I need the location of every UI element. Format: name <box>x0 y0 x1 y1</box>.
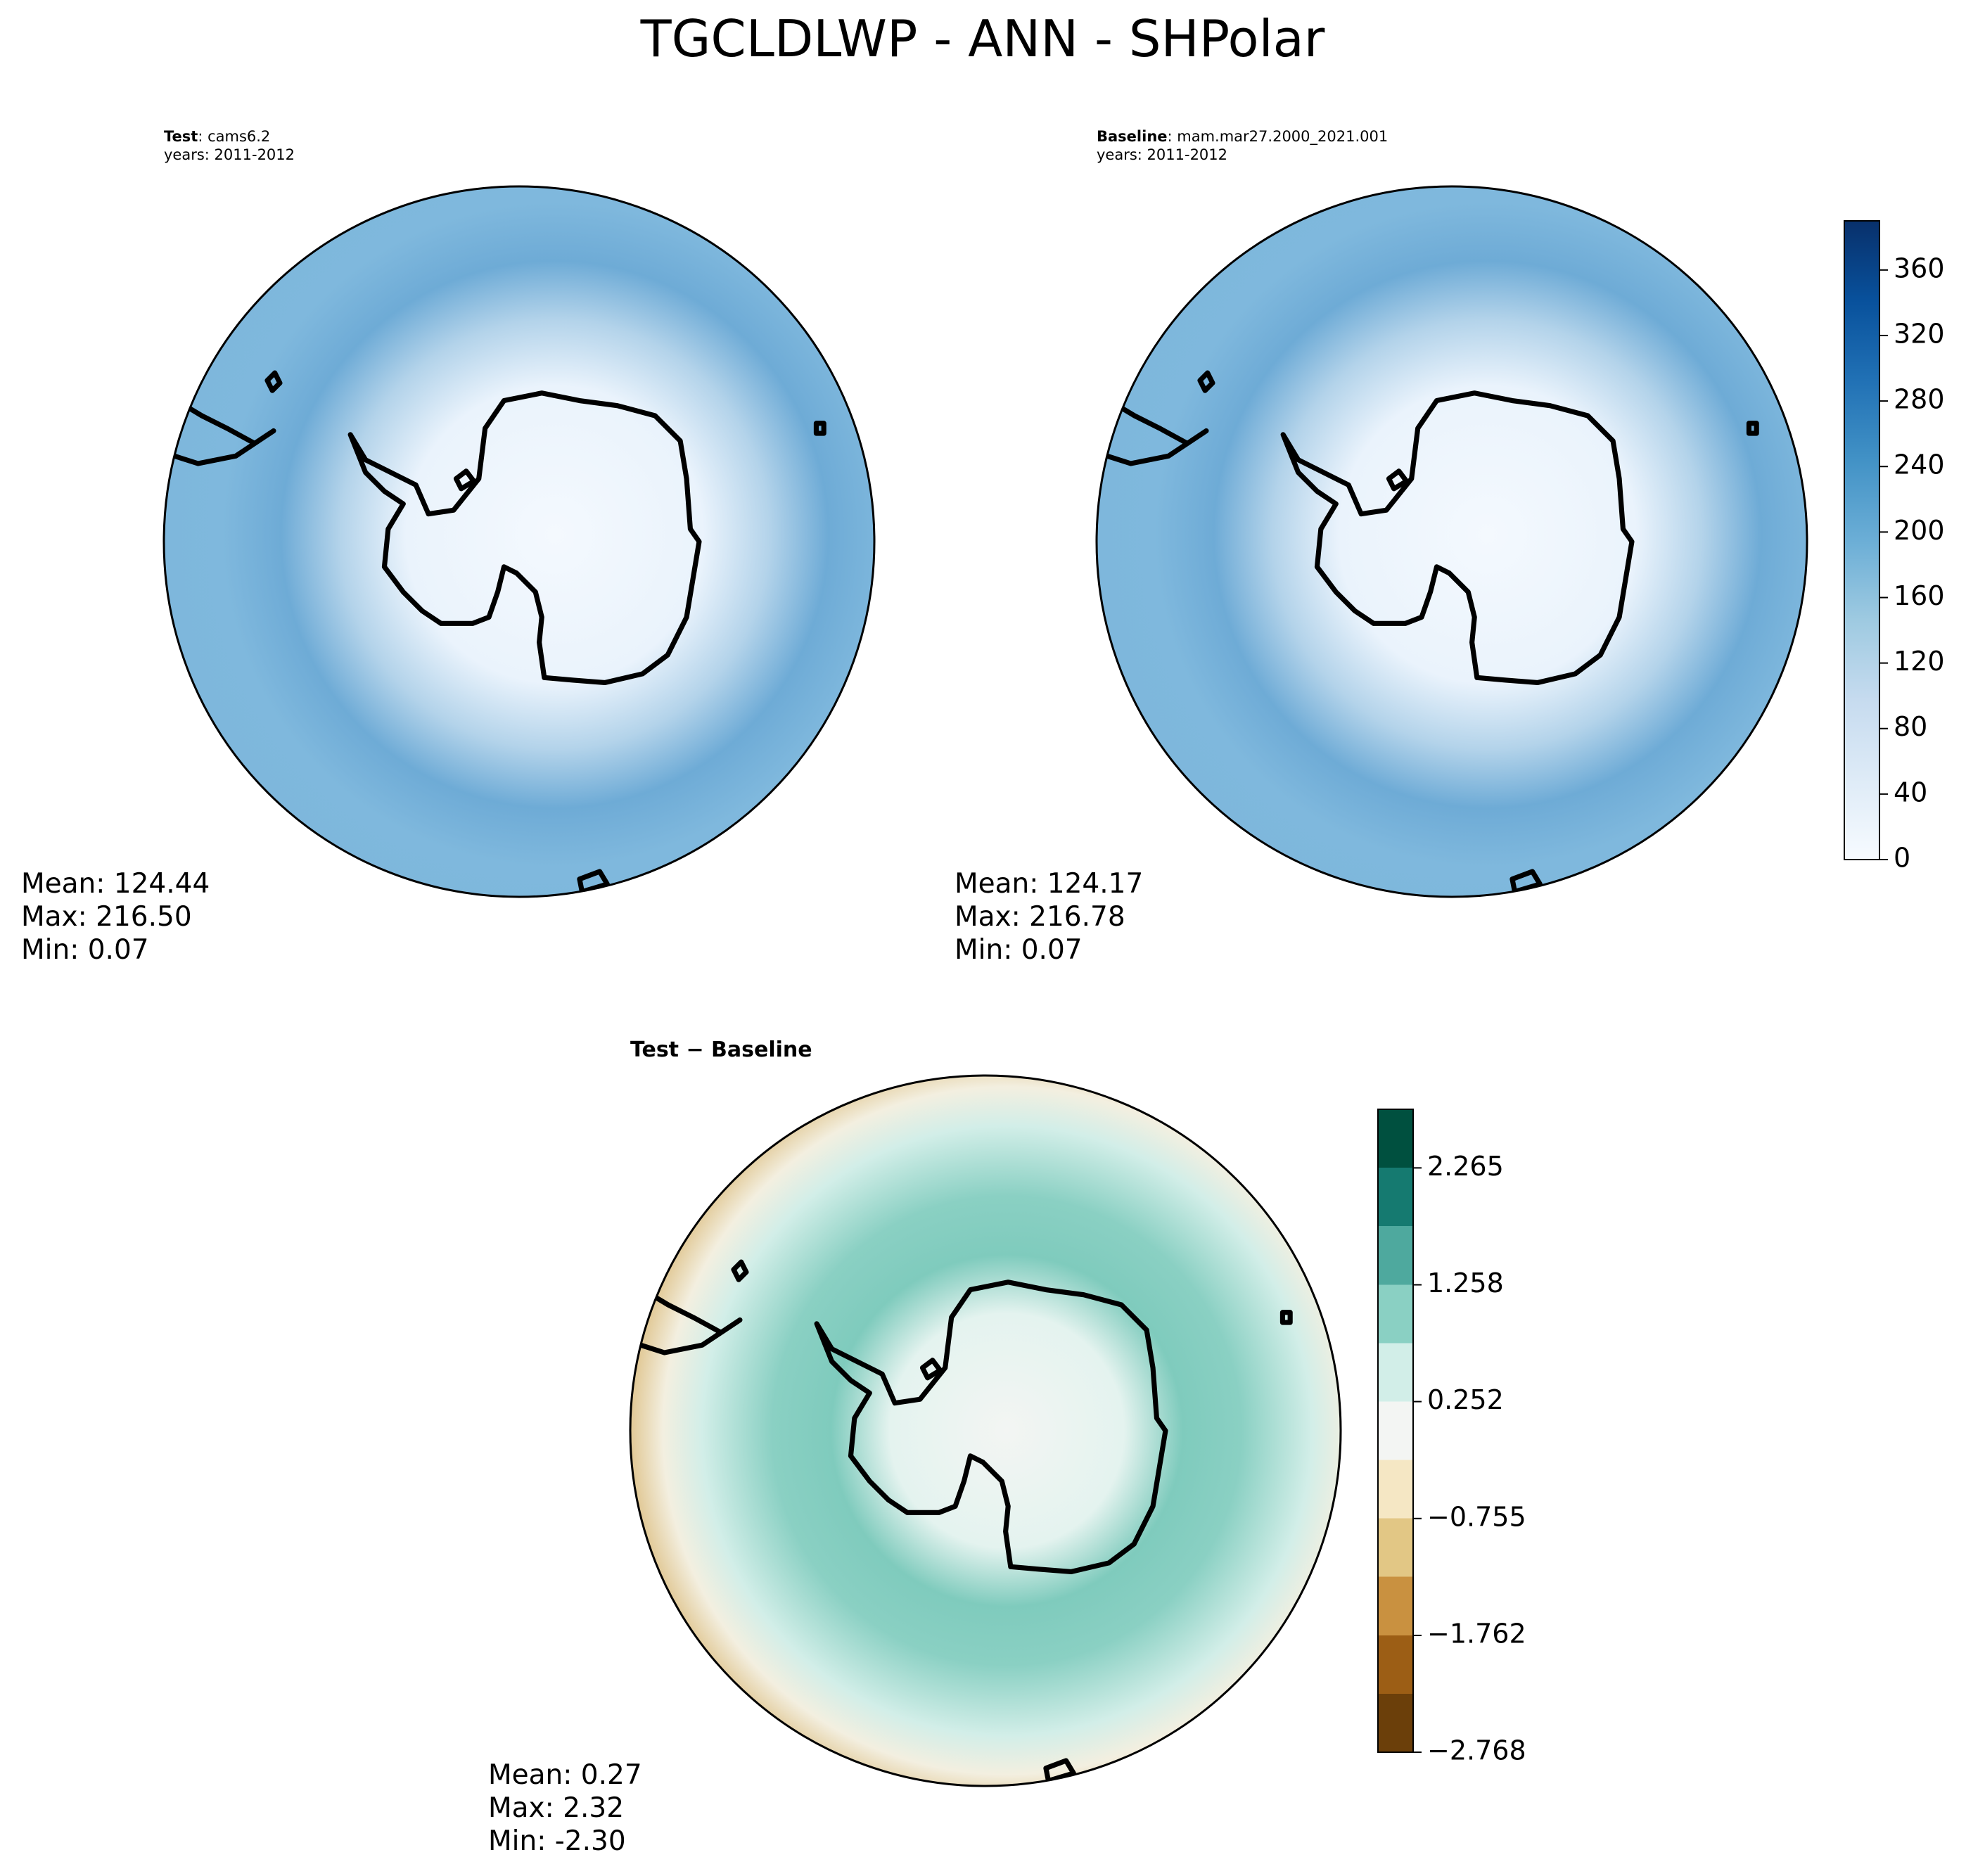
map <box>1095 185 1808 898</box>
tick-label: 120 <box>1894 646 1945 677</box>
tick-label: −1.762 <box>1427 1618 1526 1649</box>
panel-label: Test − Baseline <box>630 1038 812 1062</box>
map-field <box>630 1076 1341 1786</box>
stat: Min: 0.07 <box>21 934 149 966</box>
tick-label: 280 <box>1894 384 1945 415</box>
stat: Max: 216.50 <box>21 901 192 933</box>
stat: Mean: 0.27 <box>488 1759 642 1791</box>
label: Test − Baseline <box>630 1038 812 1062</box>
panel-label: Baseline: mam.mar27.2000_2021.001 <box>1097 128 1388 146</box>
tick-label: −2.768 <box>1427 1735 1526 1766</box>
colorbar <box>1377 1109 1414 1753</box>
label: Baseline <box>1097 128 1168 145</box>
tick-label: 40 <box>1894 777 1927 808</box>
tick-label: 240 <box>1894 449 1945 480</box>
tick-label: −0.755 <box>1427 1501 1526 1532</box>
tick-label: 1.258 <box>1427 1268 1504 1298</box>
tick-label: 200 <box>1894 515 1945 546</box>
colorbar <box>1844 220 1880 860</box>
map-border <box>1095 185 1808 898</box>
figure-title: TGCLDLWP - ANN - SHPolar <box>640 9 1325 68</box>
map-border <box>162 185 876 898</box>
map-border <box>629 1074 1342 1787</box>
tick-label: 320 <box>1894 318 1945 349</box>
field <box>630 1076 1341 1786</box>
tick-label: 360 <box>1894 253 1945 283</box>
stat: Max: 216.78 <box>955 901 1125 933</box>
tick-label: 160 <box>1894 580 1945 611</box>
stat: Max: 2.32 <box>488 1792 624 1824</box>
stat: Min: -2.30 <box>488 1825 626 1857</box>
tick-label: 0 <box>1894 843 1910 874</box>
years: years: 2011-2012 <box>164 146 295 163</box>
panel-label: Test: cams6.2 <box>164 128 270 145</box>
stat: Min: 0.07 <box>955 934 1083 966</box>
case-name: : cams6.2 <box>198 128 270 145</box>
tick-label: 0.252 <box>1427 1384 1504 1415</box>
label: Test <box>164 128 198 145</box>
map <box>629 1074 1342 1787</box>
map-field <box>1097 186 1807 897</box>
map <box>162 185 876 898</box>
years: years: 2011-2012 <box>1097 146 1227 163</box>
stat: Mean: 124.44 <box>21 868 210 900</box>
stat: Mean: 124.17 <box>955 868 1143 900</box>
map-field <box>164 186 874 897</box>
tick-label: 2.265 <box>1427 1151 1504 1182</box>
panel: Baseline: mam.mar27.2000_2021.001years: … <box>955 128 1945 966</box>
field <box>164 186 874 897</box>
case-name: : mam.mar27.2000_2021.001 <box>1168 128 1389 146</box>
tick-label: 80 <box>1894 711 1927 742</box>
field <box>1097 186 1807 897</box>
